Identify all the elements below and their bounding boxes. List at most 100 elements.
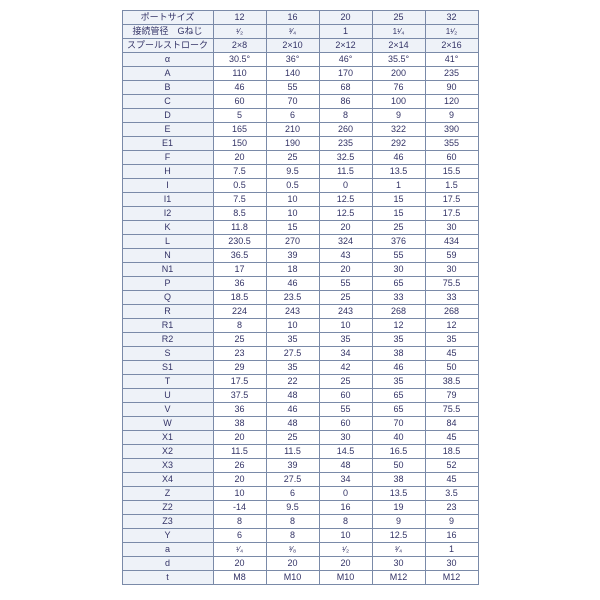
cell: 1¹⁄₂ xyxy=(425,25,478,39)
cell: 75.5 xyxy=(425,277,478,291)
row-label: S xyxy=(122,347,213,361)
cell: 16 xyxy=(319,501,372,515)
cell: 14.5 xyxy=(319,445,372,459)
table-row: F202532.54660 xyxy=(122,151,478,165)
cell: 41° xyxy=(425,53,478,67)
cell: 10 xyxy=(319,319,372,333)
cell: 3.5 xyxy=(425,487,478,501)
table-row: R224243243268268 xyxy=(122,305,478,319)
cell: 268 xyxy=(425,305,478,319)
table-row: C607086100120 xyxy=(122,95,478,109)
cell: 60 xyxy=(213,95,266,109)
cell: 11.5 xyxy=(213,445,266,459)
cell: 235 xyxy=(319,137,372,151)
table-row: Q18.523.5253333 xyxy=(122,291,478,305)
cell: 165 xyxy=(213,123,266,137)
cell: 30 xyxy=(425,263,478,277)
cell: 48 xyxy=(266,417,319,431)
row-label: Q xyxy=(122,291,213,305)
cell: 45 xyxy=(425,473,478,487)
cell: ¹⁄₂ xyxy=(319,543,372,557)
cell: 0 xyxy=(319,179,372,193)
cell: 13.5 xyxy=(372,487,425,501)
cell: 10 xyxy=(266,207,319,221)
cell: 17 xyxy=(213,263,266,277)
cell: 12.5 xyxy=(319,193,372,207)
cell: 434 xyxy=(425,235,478,249)
cell: 59 xyxy=(425,249,478,263)
cell: 43 xyxy=(319,249,372,263)
cell: 376 xyxy=(372,235,425,249)
table-row: P3646556575.5 xyxy=(122,277,478,291)
row-label: A xyxy=(122,67,213,81)
table-row: スプールストローク2×82×102×122×142×16 xyxy=(122,39,478,53)
table-row: K11.815202530 xyxy=(122,221,478,235)
cell: 30 xyxy=(425,221,478,235)
cell: 35 xyxy=(372,333,425,347)
row-label: 接続管径 Gねじ xyxy=(122,25,213,39)
cell: 16.5 xyxy=(372,445,425,459)
cell: 8 xyxy=(266,515,319,529)
cell: 27.5 xyxy=(266,473,319,487)
cell: 23.5 xyxy=(266,291,319,305)
cell: 46 xyxy=(372,361,425,375)
cell: 390 xyxy=(425,123,478,137)
row-label: I xyxy=(122,179,213,193)
cell: 33 xyxy=(372,291,425,305)
cell: 10 xyxy=(213,487,266,501)
cell: 30 xyxy=(372,557,425,571)
cell: 36° xyxy=(266,53,319,67)
row-label: L xyxy=(122,235,213,249)
table-row: X211.511.514.516.518.5 xyxy=(122,445,478,459)
cell: 1 xyxy=(425,543,478,557)
table-row: I0.50.5011.5 xyxy=(122,179,478,193)
cell: 45 xyxy=(425,431,478,445)
cell: 8 xyxy=(266,529,319,543)
cell: 20 xyxy=(266,557,319,571)
cell: -14 xyxy=(213,501,266,515)
cell: 9.5 xyxy=(266,165,319,179)
cell: 0.5 xyxy=(213,179,266,193)
cell: 35.5° xyxy=(372,53,425,67)
cell: 8 xyxy=(213,515,266,529)
table-row: W3848607084 xyxy=(122,417,478,431)
row-label: R1 xyxy=(122,319,213,333)
cell: 6 xyxy=(266,109,319,123)
cell: 20 xyxy=(213,557,266,571)
cell: 11.5 xyxy=(319,165,372,179)
cell: 8 xyxy=(319,515,372,529)
cell: 243 xyxy=(319,305,372,319)
table-row: ポートサイズ1216202532 xyxy=(122,11,478,25)
cell: 23 xyxy=(213,347,266,361)
cell: 243 xyxy=(266,305,319,319)
cell: 110 xyxy=(213,67,266,81)
cell: 322 xyxy=(372,123,425,137)
row-label: X3 xyxy=(122,459,213,473)
cell: 29 xyxy=(213,361,266,375)
cell: 33 xyxy=(425,291,478,305)
table-row: A110140170200235 xyxy=(122,67,478,81)
cell: 84 xyxy=(425,417,478,431)
cell: 8 xyxy=(213,319,266,333)
table-row: α30.5°36°46°35.5°41° xyxy=(122,53,478,67)
cell: 25 xyxy=(266,151,319,165)
row-label: S1 xyxy=(122,361,213,375)
table-row: I17.51012.51517.5 xyxy=(122,193,478,207)
cell: 35 xyxy=(319,333,372,347)
row-label: N1 xyxy=(122,263,213,277)
cell: 76 xyxy=(372,81,425,95)
cell: 12.5 xyxy=(319,207,372,221)
row-label: C xyxy=(122,95,213,109)
cell: 25 xyxy=(266,431,319,445)
table-row: N36.539435559 xyxy=(122,249,478,263)
cell: 70 xyxy=(266,95,319,109)
cell: 324 xyxy=(319,235,372,249)
cell: 1 xyxy=(319,25,372,39)
cell: 20 xyxy=(213,151,266,165)
cell: 20 xyxy=(213,431,266,445)
cell: 355 xyxy=(425,137,478,151)
cell: M8 xyxy=(213,571,266,585)
row-label: X2 xyxy=(122,445,213,459)
row-label: R2 xyxy=(122,333,213,347)
cell: 60 xyxy=(425,151,478,165)
